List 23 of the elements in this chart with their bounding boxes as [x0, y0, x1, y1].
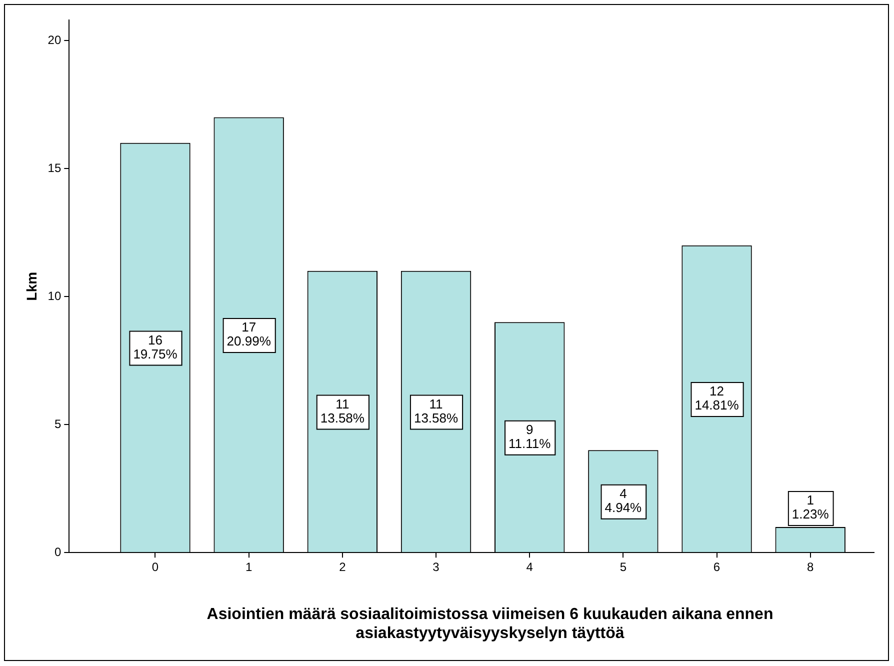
y-tick-label: 20: [48, 32, 62, 47]
x-tick-label: 0: [152, 560, 159, 574]
data-label: 4 4.94%: [604, 486, 642, 515]
x-tick-label: 5: [620, 560, 627, 574]
y-tick-label: 15: [48, 160, 62, 175]
y-tick-label: 0: [54, 544, 62, 559]
x-tick-label: 3: [432, 560, 440, 574]
x-tick-label: 2: [339, 560, 346, 574]
y-axis-title: Lkm: [23, 272, 40, 301]
x-tick-label: 6: [713, 560, 720, 574]
x-tick-label: 1: [245, 560, 252, 574]
y-tick-label: 5: [54, 416, 62, 431]
data-label: 12 14.81%: [694, 384, 740, 413]
data-label: 16 19.75%: [133, 332, 178, 362]
x-tick-label: 4: [526, 560, 534, 574]
data-label: 9 11.11%: [508, 422, 552, 451]
data-label: 11 13.58%: [414, 396, 458, 426]
y-tick-label: 10: [48, 288, 62, 303]
data-label: 11 13.58%: [320, 396, 365, 426]
x-axis-title: Asiointien määrä sosiaalitoimistossa viimeisen 6 kuukauden aikana ennen asiakastyytyväisyyskyselyn täyttöä: [206, 605, 774, 643]
x-tick-label: 8: [807, 560, 814, 574]
data-label: 1 1.23%: [792, 492, 830, 522]
data-label: 17 20.99%: [226, 320, 272, 349]
